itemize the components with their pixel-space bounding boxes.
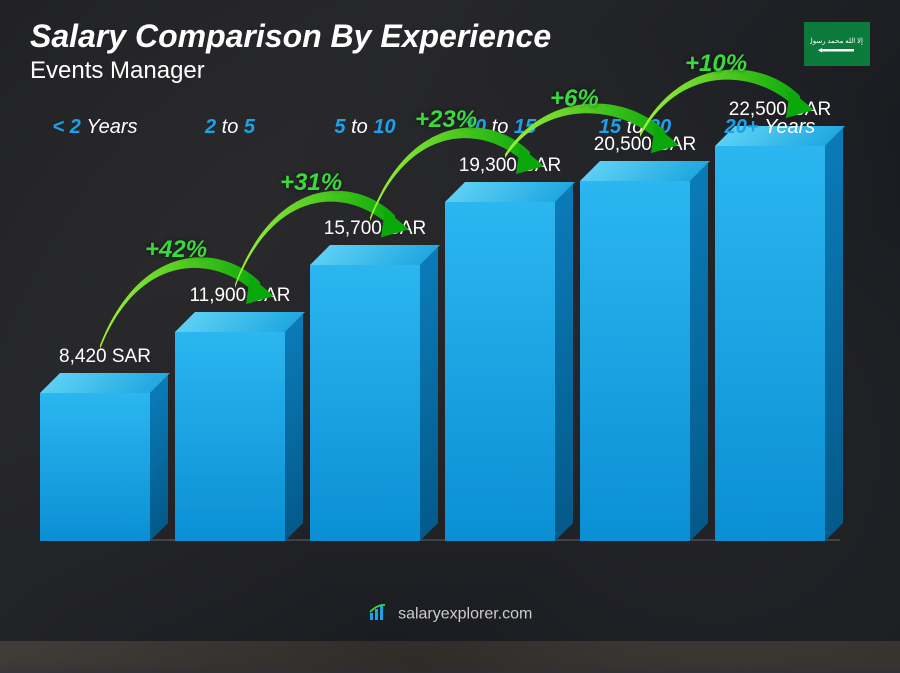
- x-axis-label: 20+ Years: [705, 116, 835, 573]
- x-axis-label: 2 to 5: [165, 116, 295, 573]
- increase-pct-label: +10%: [685, 50, 747, 78]
- increase-pct-label: +42%: [145, 236, 207, 264]
- chart-area: 8,420 SAR< 2 Years11,900 SAR2 to 515,700…: [40, 110, 840, 571]
- flag-icon: لا إله إلا الله محمد رسول الله: [810, 29, 864, 59]
- chart-container: Salary Comparison By Experience Events M…: [0, 0, 900, 641]
- footer-text: salaryexplorer.com: [398, 606, 532, 623]
- increase-pct-label: +31%: [280, 169, 342, 197]
- increase-pct-label: +23%: [415, 106, 477, 134]
- page-title: Salary Comparison By Experience: [30, 18, 551, 55]
- header: Salary Comparison By Experience Events M…: [30, 18, 551, 85]
- x-axis-label: 10 to 15: [435, 116, 565, 573]
- x-axis-label: < 2 Years: [30, 116, 160, 573]
- footer: salaryexplorer.com: [0, 602, 900, 627]
- x-axis-label: 15 to 20: [570, 116, 700, 573]
- svg-text:لا إله إلا الله محمد رسول الله: لا إله إلا الله محمد رسول الله: [810, 37, 864, 45]
- country-flag: لا إله إلا الله محمد رسول الله: [804, 22, 870, 66]
- increase-pct-label: +6%: [550, 85, 599, 113]
- logo-icon: [368, 602, 388, 627]
- page-subtitle: Events Manager: [30, 57, 551, 85]
